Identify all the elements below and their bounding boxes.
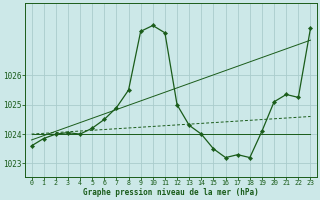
X-axis label: Graphe pression niveau de la mer (hPa): Graphe pression niveau de la mer (hPa) [83, 188, 259, 197]
